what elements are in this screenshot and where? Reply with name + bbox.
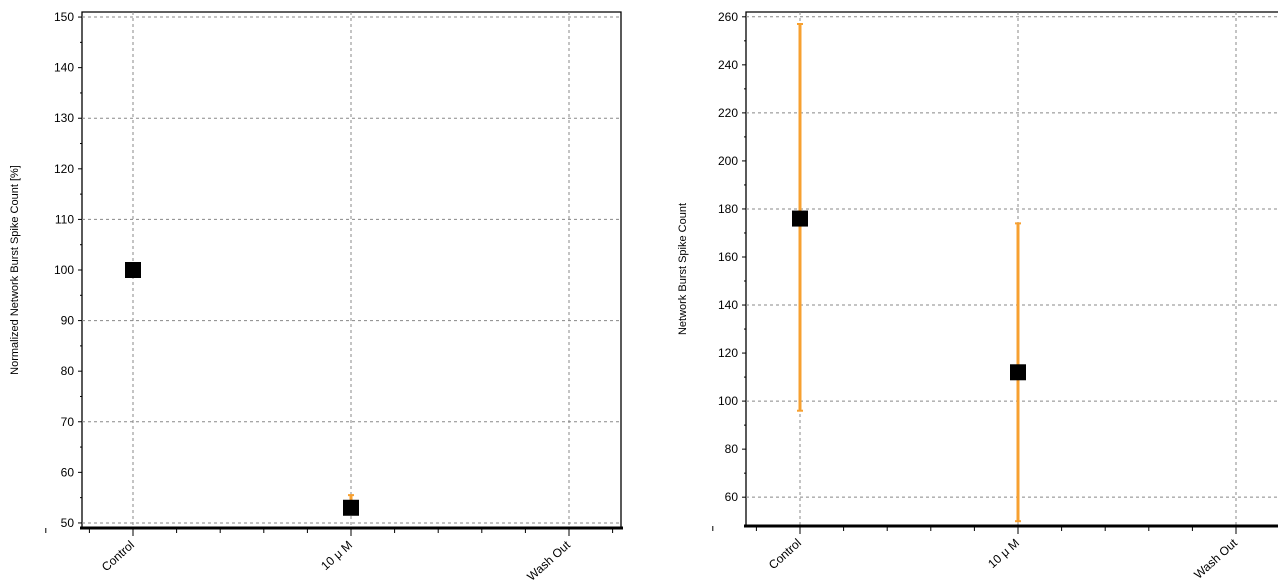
y-tick-label: 70 — [61, 415, 75, 429]
data-point-marker — [792, 210, 808, 227]
y-tick-label: 110 — [55, 212, 74, 226]
chart-2: 60 80 100 120 140 160 180 200 220 240 260 Control 10… — [677, 10, 1278, 582]
y-tick-label: 240 — [718, 58, 738, 72]
y-tick-label: 60 — [725, 490, 739, 504]
y-tick-label: 90 — [61, 314, 75, 328]
y-tick-label: 220 — [718, 106, 738, 120]
x-tick-label: Control — [766, 536, 804, 572]
y-tick-label: 180 — [718, 202, 738, 216]
x-tick-label: 10 μ M — [318, 538, 355, 573]
x-tick-label: Wash Out — [1191, 535, 1240, 581]
y-tick-label: 160 — [718, 250, 738, 264]
data-point-marker — [125, 262, 141, 278]
data-point-marker — [1010, 364, 1026, 381]
y-tick-label: 120 — [54, 162, 74, 176]
y-tick-label: 80 — [725, 442, 739, 456]
x-tick-label: Wash Out — [524, 537, 573, 583]
plot-frame — [745, 11, 1278, 526]
x-tick-label: Control — [99, 538, 137, 574]
y-tick-label: 130 — [54, 111, 74, 125]
y-tick-label: 140 — [718, 298, 738, 312]
y-tick-label: 140 — [54, 61, 74, 75]
y-tick-label: 150 — [54, 10, 74, 24]
x-tick-label: 10 μ M — [985, 536, 1022, 571]
y-axis-label: Normalized Network Burst Spike Count [%] — [9, 165, 21, 375]
y-tick-label: 50 — [61, 516, 75, 530]
y-tick-label: 200 — [718, 154, 738, 168]
data-point-marker — [343, 499, 359, 516]
y-tick-label: 100 — [718, 394, 738, 408]
y-tick-label: 100 — [54, 263, 74, 277]
y-tick-label: 80 — [61, 364, 75, 378]
y-tick-label: 260 — [718, 10, 738, 24]
y-axis-label: Network Burst Spike Count — [677, 203, 689, 335]
y-tick-label: 60 — [61, 465, 75, 479]
y-tick-label: 120 — [718, 346, 738, 360]
chart-1: 50 60 70 80 90 100 110 120 130 140 150 Control 10 μ … — [9, 10, 623, 584]
